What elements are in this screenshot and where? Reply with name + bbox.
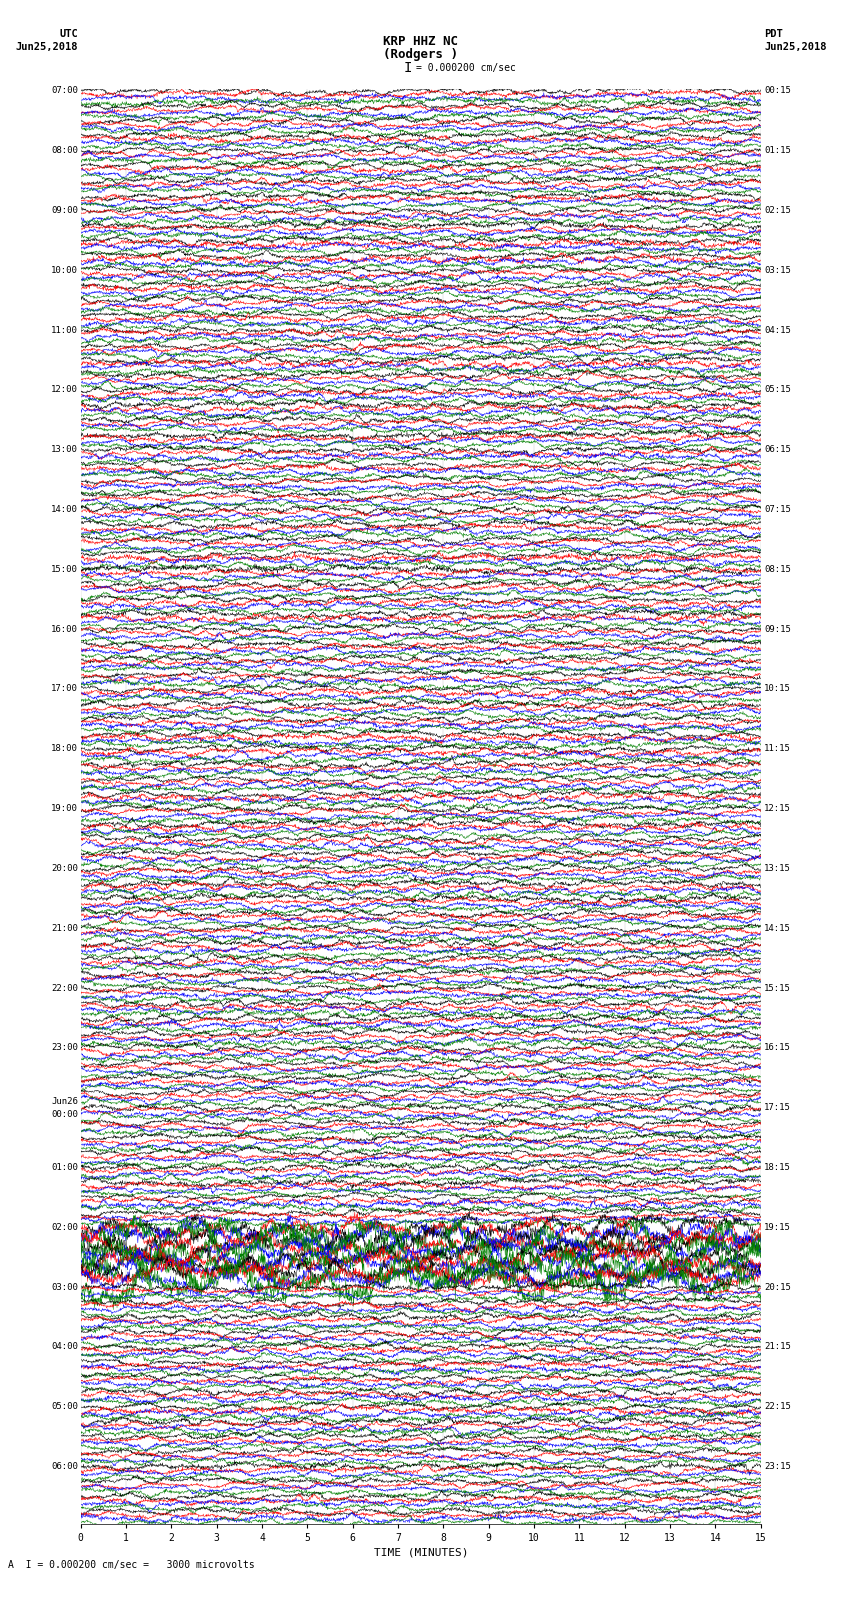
- Text: 03:00: 03:00: [51, 1282, 78, 1292]
- Text: 17:15: 17:15: [764, 1103, 791, 1113]
- Text: 21:15: 21:15: [764, 1342, 791, 1352]
- Text: UTC: UTC: [60, 29, 78, 39]
- Text: 10:00: 10:00: [51, 266, 78, 274]
- Text: 23:00: 23:00: [51, 1044, 78, 1052]
- Text: 06:15: 06:15: [764, 445, 791, 455]
- Text: (Rodgers ): (Rodgers ): [383, 48, 458, 61]
- Text: = 0.000200 cm/sec: = 0.000200 cm/sec: [416, 63, 516, 73]
- Text: 11:15: 11:15: [764, 744, 791, 753]
- Text: KRP HHZ NC: KRP HHZ NC: [383, 35, 458, 48]
- Text: 10:15: 10:15: [764, 684, 791, 694]
- Text: 03:15: 03:15: [764, 266, 791, 274]
- Text: 13:00: 13:00: [51, 445, 78, 455]
- Text: 08:15: 08:15: [764, 565, 791, 574]
- Text: 20:15: 20:15: [764, 1282, 791, 1292]
- Text: 22:15: 22:15: [764, 1402, 791, 1411]
- Text: Jun25,2018: Jun25,2018: [764, 42, 827, 52]
- Text: I: I: [404, 61, 412, 74]
- Text: 15:00: 15:00: [51, 565, 78, 574]
- Text: 21:00: 21:00: [51, 924, 78, 932]
- Text: 05:15: 05:15: [764, 386, 791, 395]
- Text: 17:00: 17:00: [51, 684, 78, 694]
- Text: 07:00: 07:00: [51, 87, 78, 95]
- Text: 04:15: 04:15: [764, 326, 791, 334]
- Text: 04:00: 04:00: [51, 1342, 78, 1352]
- Text: 05:00: 05:00: [51, 1402, 78, 1411]
- Text: 08:00: 08:00: [51, 147, 78, 155]
- Text: 19:00: 19:00: [51, 805, 78, 813]
- Text: 13:15: 13:15: [764, 865, 791, 873]
- Text: 22:00: 22:00: [51, 984, 78, 992]
- Text: 00:15: 00:15: [764, 87, 791, 95]
- Text: 12:00: 12:00: [51, 386, 78, 395]
- Text: 14:00: 14:00: [51, 505, 78, 515]
- Text: Jun25,2018: Jun25,2018: [15, 42, 78, 52]
- Text: 02:15: 02:15: [764, 206, 791, 215]
- Text: 18:00: 18:00: [51, 744, 78, 753]
- Text: 12:15: 12:15: [764, 805, 791, 813]
- Text: 01:15: 01:15: [764, 147, 791, 155]
- Text: 20:00: 20:00: [51, 865, 78, 873]
- Text: 01:00: 01:00: [51, 1163, 78, 1173]
- Text: 23:15: 23:15: [764, 1461, 791, 1471]
- Text: 18:15: 18:15: [764, 1163, 791, 1173]
- Text: A  I = 0.000200 cm/sec =   3000 microvolts: A I = 0.000200 cm/sec = 3000 microvolts: [8, 1560, 255, 1569]
- Text: 09:15: 09:15: [764, 624, 791, 634]
- Text: 19:15: 19:15: [764, 1223, 791, 1232]
- Text: Jun26: Jun26: [51, 1097, 78, 1107]
- Text: 14:15: 14:15: [764, 924, 791, 932]
- Text: PDT: PDT: [764, 29, 783, 39]
- Text: 11:00: 11:00: [51, 326, 78, 334]
- Text: 16:00: 16:00: [51, 624, 78, 634]
- Text: 09:00: 09:00: [51, 206, 78, 215]
- X-axis label: TIME (MINUTES): TIME (MINUTES): [373, 1547, 468, 1558]
- Text: 06:00: 06:00: [51, 1461, 78, 1471]
- Text: 15:15: 15:15: [764, 984, 791, 992]
- Text: 16:15: 16:15: [764, 1044, 791, 1052]
- Text: 00:00: 00:00: [51, 1110, 78, 1119]
- Text: 02:00: 02:00: [51, 1223, 78, 1232]
- Text: 07:15: 07:15: [764, 505, 791, 515]
